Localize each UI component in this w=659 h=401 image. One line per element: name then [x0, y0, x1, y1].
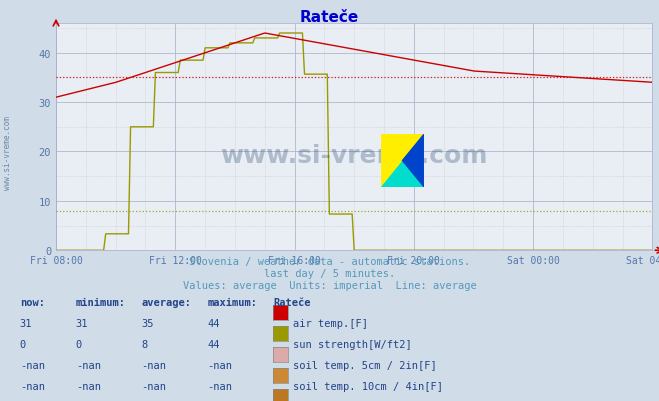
Text: Rateče: Rateče	[300, 10, 359, 25]
Text: 31: 31	[20, 318, 32, 328]
Text: -nan: -nan	[208, 360, 233, 370]
Text: -nan: -nan	[20, 381, 45, 391]
Text: 44: 44	[208, 339, 220, 349]
Polygon shape	[381, 135, 424, 187]
Text: Slovenia / weather data - automatic stations.: Slovenia / weather data - automatic stat…	[189, 257, 470, 267]
Text: Rateče: Rateče	[273, 298, 311, 308]
Text: last day / 5 minutes.: last day / 5 minutes.	[264, 269, 395, 279]
Text: 44: 44	[208, 318, 220, 328]
Text: sun strength[W/ft2]: sun strength[W/ft2]	[293, 339, 412, 349]
Polygon shape	[403, 135, 424, 187]
Text: -nan: -nan	[20, 360, 45, 370]
Text: 0: 0	[76, 339, 82, 349]
Text: 35: 35	[142, 318, 154, 328]
Text: -nan: -nan	[208, 381, 233, 391]
Text: soil temp. 10cm / 4in[F]: soil temp. 10cm / 4in[F]	[293, 381, 444, 391]
Text: www.si-vreme.com: www.si-vreme.com	[221, 144, 488, 168]
Text: air temp.[F]: air temp.[F]	[293, 318, 368, 328]
Text: soil temp. 5cm / 2in[F]: soil temp. 5cm / 2in[F]	[293, 360, 437, 370]
Text: 0: 0	[20, 339, 26, 349]
Text: now:: now:	[20, 298, 45, 308]
Text: www.si-vreme.com: www.si-vreme.com	[3, 115, 13, 189]
Text: Values: average  Units: imperial  Line: average: Values: average Units: imperial Line: av…	[183, 281, 476, 291]
Text: 31: 31	[76, 318, 88, 328]
Text: -nan: -nan	[142, 360, 167, 370]
Text: -nan: -nan	[76, 360, 101, 370]
Text: maximum:: maximum:	[208, 298, 258, 308]
Polygon shape	[381, 135, 424, 187]
Text: minimum:: minimum:	[76, 298, 126, 308]
Text: 8: 8	[142, 339, 148, 349]
Text: -nan: -nan	[142, 381, 167, 391]
Text: average:: average:	[142, 298, 192, 308]
Text: -nan: -nan	[76, 381, 101, 391]
